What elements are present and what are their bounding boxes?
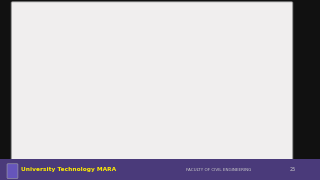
Text: PHYLLITE: PHYLLITE	[68, 76, 116, 85]
Text: SCHIST: SCHIST	[74, 97, 111, 106]
Text: QUARTZITE: QUARTZITE	[175, 92, 232, 101]
Text: 25: 25	[290, 167, 296, 172]
FancyBboxPatch shape	[48, 114, 136, 131]
Text: GNEISS: GNEISS	[74, 118, 111, 127]
Ellipse shape	[45, 28, 140, 46]
Text: NON - FOLIATED: NON - FOLIATED	[159, 32, 247, 42]
Text: FACULTY OF CIVIL ENGINEERING: FACULTY OF CIVIL ENGINEERING	[186, 168, 251, 172]
FancyBboxPatch shape	[48, 51, 136, 67]
Text: FOLIATED: FOLIATED	[66, 32, 118, 42]
Text: University Technology MARA: University Technology MARA	[21, 167, 116, 172]
FancyBboxPatch shape	[48, 93, 136, 110]
Text: MARBLE: MARBLE	[183, 66, 224, 75]
Text: SLATE: SLATE	[77, 55, 108, 64]
FancyBboxPatch shape	[48, 72, 136, 89]
Text: CHARACTERISTICS OF METAMORPHIC ROCK: CHARACTERISTICS OF METAMORPHIC ROCK	[65, 8, 239, 17]
Ellipse shape	[148, 28, 259, 46]
FancyBboxPatch shape	[157, 88, 250, 105]
FancyBboxPatch shape	[157, 62, 250, 79]
